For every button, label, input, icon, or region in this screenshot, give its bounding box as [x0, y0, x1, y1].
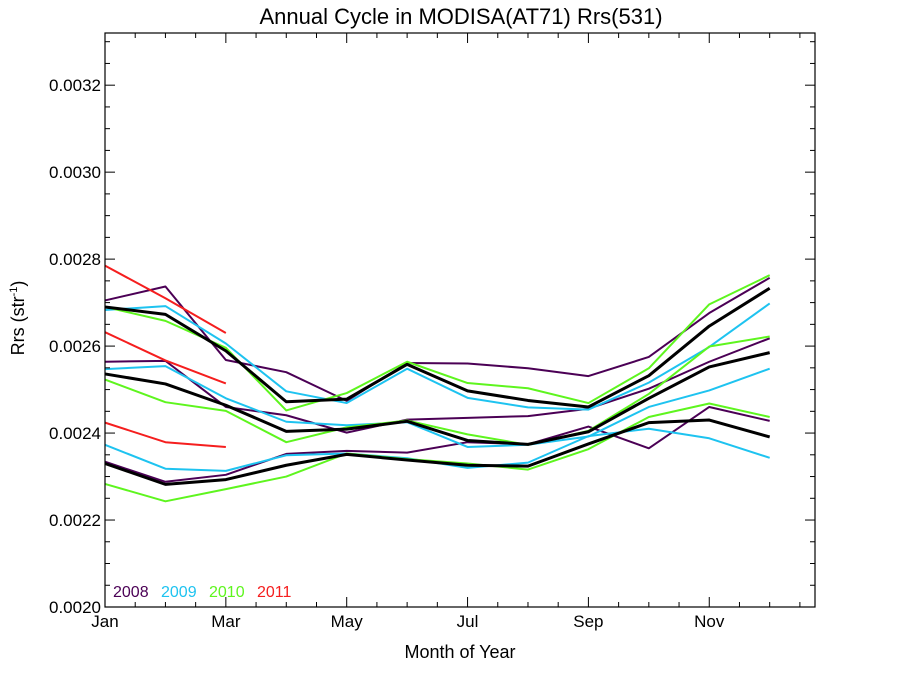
y-tick-label: 0.0026 — [49, 337, 101, 356]
y-axis-label-main: Rrs (str — [8, 296, 28, 355]
y-tick-label: 0.0030 — [49, 163, 101, 182]
y-tick-label: 0.0024 — [49, 424, 101, 443]
series-line-3 — [104, 405, 770, 483]
x-tick-label: Jan — [91, 612, 118, 631]
x-tick-label: Mar — [211, 612, 241, 631]
series-line-13 — [104, 286, 771, 409]
series-line-12 — [104, 421, 226, 448]
y-axis-label-sup: -1 — [8, 287, 20, 297]
legend-item-2009: 2009 — [161, 584, 197, 601]
legend-item-2011: 2011 — [257, 584, 292, 601]
series-layer — [104, 264, 771, 503]
legend-item-2008: 2008 — [113, 584, 149, 601]
x-tick-label: Jul — [457, 612, 479, 631]
y-tick-label: 0.0022 — [49, 511, 101, 530]
legend-item-2010: 2010 — [209, 584, 245, 601]
y-tick-label: 0.0028 — [49, 250, 101, 269]
legend: 2008 2009 2010 2011 — [113, 584, 292, 601]
x-axis-label: Month of Year — [404, 642, 515, 662]
series-line-8 — [104, 335, 770, 446]
series-line-14 — [104, 351, 771, 446]
y-tick-label: 0.0020 — [49, 598, 101, 617]
plot-frame — [104, 32, 816, 608]
x-tick-label: Sep — [573, 612, 603, 631]
series-line-1 — [104, 276, 771, 402]
y-axis-label: Rrs (str-1) — [8, 281, 28, 356]
series-line-2 — [104, 337, 771, 434]
chart-title: Annual Cycle in MODISA(AT71) Rrs(531) — [259, 4, 662, 29]
x-tick-label: Nov — [694, 612, 725, 631]
series-line-4 — [104, 302, 771, 411]
y-tick-label: 0.0032 — [49, 76, 101, 95]
series-line-15 — [104, 418, 771, 486]
ticks-layer: Jan Mar May Jul Sep Nov 0.0020 0.0022 0.0024 0.00… — [49, 33, 815, 631]
y-axis-label-close: ) — [8, 281, 28, 287]
series-line-11 — [104, 331, 227, 385]
x-tick-label: May — [331, 612, 364, 631]
series-line-5 — [104, 365, 771, 448]
series-line-10 — [104, 264, 227, 334]
